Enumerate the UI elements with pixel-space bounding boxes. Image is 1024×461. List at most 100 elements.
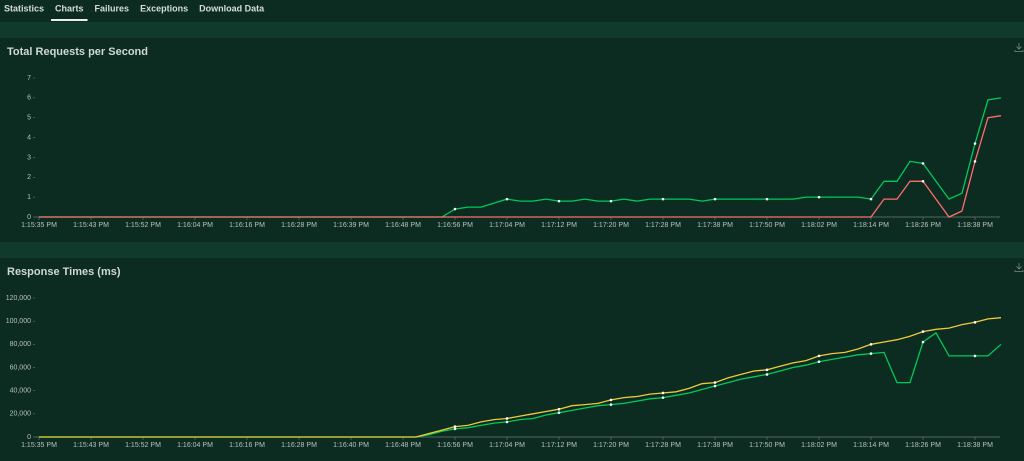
- data-point: [869, 197, 873, 201]
- y-tick-label: 3: [27, 154, 31, 161]
- series-line: [39, 115, 1002, 218]
- y-tick-label: 7: [27, 75, 31, 82]
- data-point: [921, 162, 925, 165]
- data-point: [817, 360, 821, 364]
- x-tick-label: 1:17:28 PM: [645, 442, 681, 449]
- x-tick-label: 1:15:43 PM: [73, 442, 109, 449]
- data-point: [505, 420, 509, 424]
- x-tick-label: 1:18:26 PM: [905, 222, 941, 229]
- series-line: [39, 317, 1002, 438]
- x-tick-label: 1:17:28 PM: [645, 222, 681, 229]
- x-tick-label: 1:17:50 PM: [749, 222, 785, 229]
- data-point: [713, 384, 717, 388]
- y-tick-label: 80,000: [10, 341, 32, 348]
- x-tick-label: 1:18:38 PM: [957, 442, 993, 449]
- active-tab-underline: [51, 19, 88, 21]
- x-tick-label: 1:17:04 PM: [489, 442, 525, 449]
- tab[interactable]: Download Data: [199, 3, 265, 13]
- data-point: [661, 197, 665, 201]
- y-tick-label: 60,000: [10, 364, 32, 371]
- y-tick-label: 120,000: [6, 295, 31, 302]
- x-tick-label: 1:17:38 PM: [697, 222, 733, 229]
- chart-title: Response Times (ms): [7, 266, 121, 278]
- data-point: [609, 398, 613, 402]
- x-tick-label: 1:18:14 PM: [853, 222, 889, 229]
- x-tick-label: 1:18:02 PM: [801, 222, 837, 229]
- data-point: [973, 142, 977, 145]
- data-point: [505, 417, 509, 420]
- data-point: [817, 195, 821, 199]
- tab[interactable]: Exceptions: [140, 3, 188, 13]
- x-tick-label: 1:16:39 PM: [333, 222, 369, 229]
- y-tick-label: 5: [27, 115, 31, 122]
- x-tick-label: 1:15:52 PM: [125, 222, 161, 229]
- x-tick-label: 1:17:20 PM: [593, 222, 629, 229]
- x-tick-label: 1:16:28 PM: [281, 442, 317, 449]
- tab[interactable]: Statistics: [4, 3, 44, 13]
- data-point: [713, 197, 717, 201]
- x-tick-label: 1:16:56 PM: [437, 442, 473, 449]
- y-tick-label: 20,000: [10, 411, 32, 418]
- data-point: [973, 321, 977, 324]
- data-point: [609, 199, 613, 203]
- y-tick-label: 40,000: [10, 388, 32, 395]
- separator: [0, 242, 1024, 258]
- data-point: [453, 207, 457, 211]
- x-tick-label: 1:18:14 PM: [853, 442, 889, 449]
- y-tick-label: 1: [27, 194, 31, 201]
- x-tick-label: 1:15:43 PM: [73, 222, 109, 229]
- data-point: [557, 199, 561, 203]
- tab[interactable]: Charts: [55, 3, 84, 13]
- data-point: [921, 330, 925, 333]
- x-tick-label: 1:16:40 PM: [333, 442, 369, 449]
- y-tick-label: 2: [27, 174, 31, 181]
- chart-title: Total Requests per Second: [7, 46, 148, 58]
- data-point: [921, 340, 925, 344]
- x-tick-label: 1:16:04 PM: [177, 222, 213, 229]
- x-tick-label: 1:16:16 PM: [229, 222, 265, 229]
- x-tick-label: 1:17:12 PM: [541, 222, 577, 229]
- y-tick-label: 100,000: [6, 318, 31, 325]
- data-point: [713, 381, 717, 384]
- download-icon[interactable]: [1014, 43, 1024, 52]
- x-tick-label: 1:16:04 PM: [177, 442, 213, 449]
- x-tick-label: 1:16:48 PM: [385, 442, 421, 449]
- x-tick-label: 1:18:38 PM: [957, 222, 993, 229]
- data-point: [765, 373, 769, 376]
- x-tick-label: 1:15:35 PM: [21, 222, 57, 229]
- data-point: [661, 391, 665, 395]
- x-tick-label: 1:16:48 PM: [385, 222, 421, 229]
- data-point: [453, 427, 457, 431]
- y-tick-label: 4: [27, 134, 31, 141]
- y-tick-label: 6: [27, 95, 31, 102]
- x-tick-label: 1:17:04 PM: [489, 222, 525, 229]
- x-tick-label: 1:18:26 PM: [905, 442, 941, 449]
- separator: [0, 22, 1024, 38]
- x-tick-label: 1:18:02 PM: [801, 442, 837, 449]
- x-tick-label: 1:17:20 PM: [593, 442, 629, 449]
- data-point: [453, 425, 457, 428]
- data-point: [869, 343, 873, 346]
- data-point: [973, 354, 977, 358]
- x-tick-label: 1:15:52 PM: [125, 442, 161, 449]
- x-tick-label: 1:17:12 PM: [541, 442, 577, 449]
- data-point: [557, 407, 561, 411]
- data-point: [817, 354, 821, 358]
- data-point: [765, 197, 769, 201]
- data-point: [505, 197, 509, 201]
- data-point: [765, 368, 769, 372]
- x-tick-label: 1:16:16 PM: [229, 442, 265, 449]
- x-tick-label: 1:17:38 PM: [697, 442, 733, 449]
- x-tick-label: 1:16:28 PM: [281, 222, 317, 229]
- x-tick-label: 1:16:56 PM: [437, 222, 473, 229]
- y-tick-label: 0: [27, 214, 31, 221]
- data-point: [661, 396, 665, 399]
- download-icon[interactable]: [1014, 263, 1024, 272]
- data-point: [609, 403, 613, 406]
- y-tick-label: 0: [27, 434, 31, 441]
- data-point: [557, 411, 561, 414]
- data-point: [869, 352, 873, 355]
- tab[interactable]: Failures: [95, 3, 130, 13]
- data-point: [921, 179, 925, 183]
